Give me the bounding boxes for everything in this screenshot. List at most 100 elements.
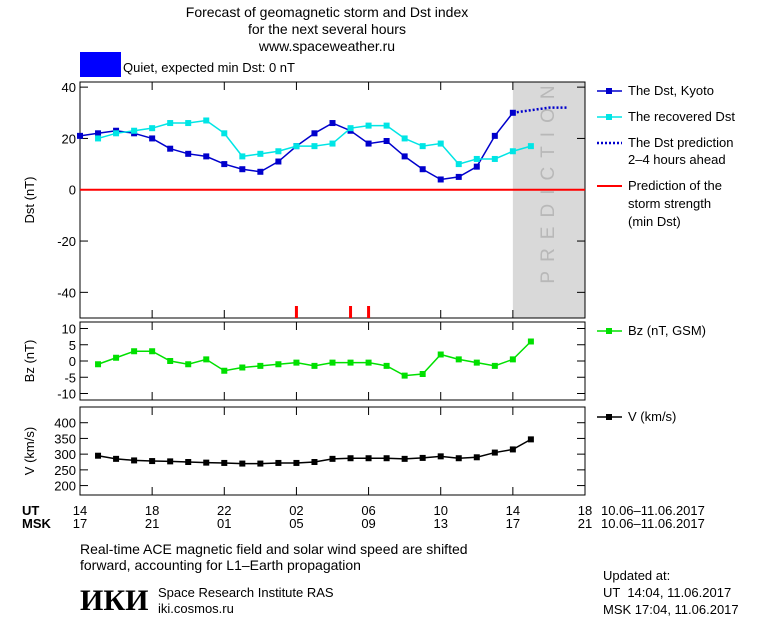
x-tick-label: 01 [217,516,231,531]
point [527,338,534,345]
y-tick-label: 300 [54,447,76,462]
x-tick-label: 06 [361,503,375,518]
point [203,459,210,466]
point [239,460,246,467]
point [203,153,210,160]
date-range: 10.06–11.06.2017 [601,503,705,518]
legend-text: V (km/s) [628,409,676,424]
point [383,122,390,129]
legend-text: The recovered Dst [628,109,735,124]
legend-text: Prediction of the [628,178,722,193]
point [509,356,516,363]
logo: ИКИ [80,584,148,617]
point [401,372,408,379]
point [185,459,192,465]
point [509,446,516,453]
point [383,138,390,144]
x-tick-label: 21 [578,516,592,531]
point [311,362,318,369]
y-tick-label: 40 [62,80,76,95]
point [455,455,462,462]
msk-label: MSK [22,516,52,531]
point [257,168,264,175]
legend-text: The Dst prediction [628,135,734,150]
x-tick-label: 14 [506,503,520,518]
y-tick-label: 200 [54,479,76,494]
y-tick-label: -5 [64,370,76,385]
point [167,145,174,152]
point [257,460,264,467]
point [401,455,408,462]
status-text: Quiet, expected min Dst: 0 nT [123,60,295,75]
point [491,155,498,162]
x-tick-label: 22 [217,503,231,518]
point [455,356,462,363]
point [203,117,210,124]
y-tick-label: 400 [54,416,76,431]
point [203,356,210,363]
x-tick-label: 10 [433,503,447,518]
point [437,453,444,460]
point [473,163,480,170]
point [311,130,318,137]
y-tick-label: 0 [69,183,76,198]
series-line [512,106,567,115]
point [347,455,354,462]
point [113,455,120,462]
footer-note: Real-time ACE magnetic field and solar w… [80,541,468,557]
point [491,449,498,456]
legend-text: The Dst, Kyoto [628,83,714,98]
point [419,143,426,150]
footer-note: forward, accounting for L1–Earth propaga… [80,557,361,573]
point [293,359,300,366]
point [167,358,174,364]
x-tick-label: 18 [578,503,592,518]
date-range: 10.06–11.06.2017 [601,516,705,531]
point [311,459,318,465]
point [131,127,138,134]
legend-text: 2–4 hours ahead [628,152,726,167]
point [293,459,300,466]
plot-frame [79,81,586,319]
point [95,135,102,142]
point [437,176,444,183]
point [509,148,516,155]
point [275,361,282,368]
point [455,161,462,168]
point [365,122,372,129]
point [131,348,138,355]
point [527,436,534,443]
point [527,143,534,150]
point [419,166,426,173]
y-tick-label: 20 [62,131,76,146]
y-tick-label: 5 [69,338,76,353]
point [167,120,174,127]
point [329,359,336,366]
legend-marker [606,88,612,94]
point [113,130,120,137]
x-tick-label: 14 [73,503,87,518]
point [185,361,192,368]
point [365,140,372,147]
updated: UT 14:04, 11.06.2017 [603,585,731,600]
status-swatch [80,52,121,77]
point [167,458,174,465]
point [473,359,480,366]
y-tick-label: 10 [62,322,76,337]
point [113,354,120,361]
updated: MSK 17:04, 11.06.2017 [603,602,739,617]
y-tick-label: -10 [57,387,76,402]
x-tick-label: 02 [289,503,303,518]
point [221,130,228,137]
series-line [97,119,532,165]
point [95,361,102,368]
point [185,150,192,157]
point [491,132,498,139]
legend-text: storm strength [628,196,711,211]
point [437,140,444,147]
point [329,140,336,147]
point [221,367,228,374]
x-tick-label: 18 [145,503,159,518]
point [95,130,102,137]
point [221,459,228,466]
